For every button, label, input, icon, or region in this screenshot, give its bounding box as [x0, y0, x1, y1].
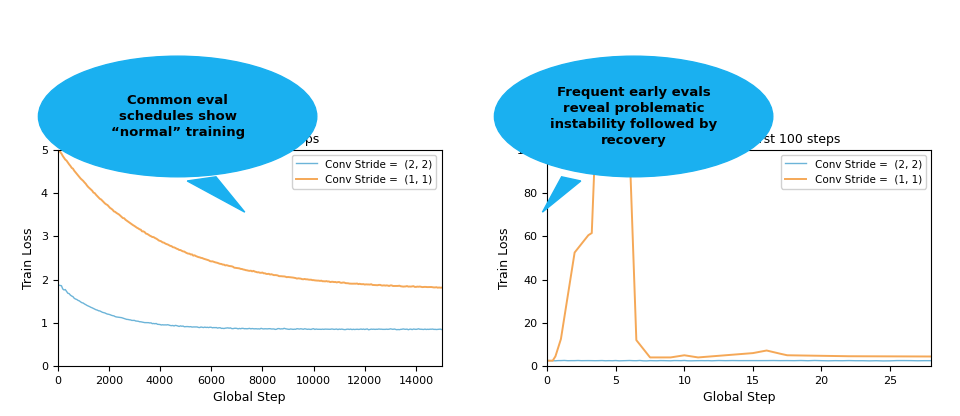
- Conv Stride =  (1, 1): [541, 358, 553, 363]
- Conv Stride =  (2, 2): [617, 358, 629, 363]
- Conv Stride =  (1, 1): [314, 278, 325, 283]
- Conv Stride =  (1, 1): [809, 353, 821, 358]
- Conv Stride =  (2, 2): [559, 358, 570, 363]
- Conv Stride =  (1, 1): [52, 146, 63, 151]
- X-axis label: Global Step: Global Step: [703, 391, 776, 404]
- Conv Stride =  (2, 2): [620, 358, 632, 363]
- Conv Stride =  (1, 1): [206, 259, 218, 264]
- Conv Stride =  (1, 1): [589, 143, 601, 148]
- Line: Conv Stride =  (2, 2): Conv Stride = (2, 2): [58, 283, 442, 330]
- Conv Stride =  (1, 1): [432, 285, 444, 290]
- Conv Stride =  (2, 2): [363, 327, 374, 332]
- Y-axis label: Train Loss: Train Loss: [22, 227, 36, 289]
- Conv Stride =  (1, 1): [408, 284, 420, 289]
- Conv Stride =  (1, 1): [925, 354, 937, 359]
- Polygon shape: [187, 177, 245, 212]
- Legend: Conv Stride =  (2, 2), Conv Stride =  (1, 1): Conv Stride = (2, 2), Conv Stride = (1, …: [781, 155, 926, 188]
- Conv Stride =  (2, 2): [354, 327, 366, 332]
- Line: Conv Stride =  (1, 1): Conv Stride = (1, 1): [547, 146, 931, 361]
- Conv Stride =  (2, 2): [541, 358, 553, 363]
- Conv Stride =  (2, 2): [377, 327, 389, 332]
- Conv Stride =  (2, 2): [823, 358, 834, 363]
- Conv Stride =  (1, 1): [672, 354, 684, 359]
- Circle shape: [38, 56, 317, 177]
- Conv Stride =  (2, 2): [409, 327, 420, 332]
- Conv Stride =  (2, 2): [206, 325, 218, 330]
- Circle shape: [494, 56, 773, 177]
- Line: Conv Stride =  (2, 2): Conv Stride = (2, 2): [547, 360, 931, 361]
- Conv Stride =  (2, 2): [809, 358, 821, 363]
- Conv Stride =  (1, 1): [354, 281, 366, 286]
- Polygon shape: [542, 177, 581, 212]
- Conv Stride =  (2, 2): [314, 327, 325, 332]
- Conv Stride =  (1, 1): [823, 354, 834, 359]
- Line: Conv Stride =  (1, 1): Conv Stride = (1, 1): [58, 148, 442, 288]
- Text: Frequent early evals
reveal problematic
instability followed by
recovery: Frequent early evals reveal problematic …: [550, 86, 717, 147]
- Conv Stride =  (1, 1): [220, 263, 231, 268]
- Conv Stride =  (1, 1): [620, 144, 632, 149]
- Conv Stride =  (2, 2): [52, 280, 63, 285]
- X-axis label: Global Step: Global Step: [213, 391, 286, 404]
- Text: Common eval
schedules show
“normal” training: Common eval schedules show “normal” trai…: [110, 94, 245, 139]
- Conv Stride =  (2, 2): [436, 327, 447, 332]
- Conv Stride =  (2, 2): [877, 359, 889, 364]
- Conv Stride =  (2, 2): [925, 358, 937, 363]
- Title: Eval every 1000 steps: Eval every 1000 steps: [180, 133, 320, 146]
- Conv Stride =  (2, 2): [672, 358, 684, 363]
- Conv Stride =  (1, 1): [375, 283, 387, 288]
- Y-axis label: Train Loss: Train Loss: [498, 227, 511, 289]
- Conv Stride =  (2, 2): [607, 358, 618, 363]
- Conv Stride =  (1, 1): [607, 145, 618, 150]
- Conv Stride =  (1, 1): [617, 145, 629, 150]
- Conv Stride =  (2, 2): [220, 326, 231, 331]
- Title: Frequent evals in first 100 steps: Frequent evals in first 100 steps: [638, 133, 840, 146]
- Conv Stride =  (1, 1): [436, 285, 447, 290]
- Legend: Conv Stride =  (2, 2), Conv Stride =  (1, 1): Conv Stride = (2, 2), Conv Stride = (1, …: [292, 155, 437, 188]
